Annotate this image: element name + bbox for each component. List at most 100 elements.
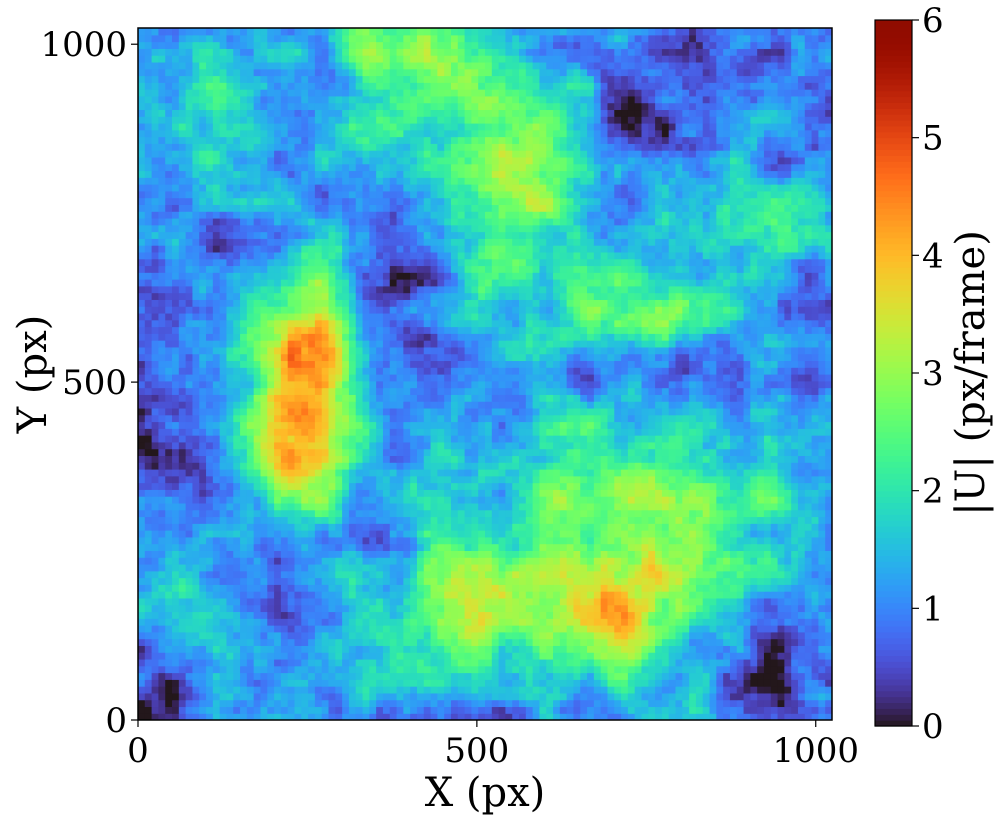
heatmap-cell [641, 699, 649, 708]
heatmap-cell [144, 557, 153, 565]
heatmap-cell [144, 441, 153, 450]
heatmap-cell [709, 401, 717, 409]
heatmap-cell [423, 638, 432, 646]
heatmap-cell [743, 468, 751, 477]
heatmap-cell [178, 421, 187, 429]
heatmap-cell [512, 536, 520, 545]
heatmap-cell [355, 543, 364, 551]
heatmap-cell [709, 665, 717, 674]
heatmap-cell [512, 699, 520, 708]
heatmap-cell [729, 638, 738, 646]
heatmap-cell [206, 625, 214, 633]
heatmap-cell [376, 421, 384, 429]
heatmap-cell [750, 455, 758, 463]
heatmap-cell [178, 509, 187, 518]
heatmap-cell [668, 462, 677, 470]
heatmap-cell [430, 604, 438, 613]
heatmap-cell [376, 475, 384, 484]
heatmap-cell [641, 618, 649, 626]
heatmap-cell [335, 686, 343, 694]
heatmap-cell [471, 584, 479, 592]
heatmap-cell [559, 597, 568, 606]
heatmap-cell [621, 672, 629, 680]
heatmap-cell [362, 557, 370, 565]
heatmap-cell [321, 394, 330, 402]
heatmap-cell [532, 550, 541, 558]
heatmap-cell [797, 387, 806, 395]
heatmap-cell [505, 441, 513, 450]
heatmap-cell [138, 597, 146, 606]
heatmap-cell [491, 645, 500, 653]
heatmap-cell [770, 672, 779, 680]
heatmap-cell [553, 631, 561, 640]
heatmap-cell [675, 496, 683, 504]
heatmap-cell [539, 665, 547, 674]
heatmap-cell [457, 557, 466, 565]
heatmap-cell [158, 584, 166, 592]
heatmap-cell [294, 604, 302, 613]
heatmap-cell [675, 618, 683, 626]
heatmap-cell [328, 509, 336, 518]
heatmap-cell [546, 686, 554, 694]
heatmap-cell [348, 543, 357, 551]
heatmap-cell [287, 611, 296, 619]
heatmap-cell [430, 706, 438, 714]
heatmap-cell [573, 631, 581, 640]
heatmap-cell [172, 523, 180, 531]
heatmap-cell [804, 462, 813, 470]
heatmap-cell [709, 557, 717, 565]
heatmap-cell [566, 597, 575, 606]
heatmap-cell [471, 482, 479, 490]
heatmap-cell [396, 658, 404, 667]
heatmap-cell [457, 631, 466, 640]
heatmap-cell [566, 638, 575, 646]
heatmap-cell [627, 414, 636, 423]
heatmap-cell [382, 672, 391, 680]
heatmap-cell [736, 618, 745, 626]
heatmap-cell [233, 699, 241, 708]
heatmap-cell [736, 475, 745, 484]
heatmap-cell [723, 706, 731, 714]
heatmap-cell [362, 475, 370, 484]
heatmap-cell [403, 597, 411, 606]
heatmap-cell [723, 652, 731, 660]
heatmap-cell [811, 496, 819, 504]
heatmap-cell [648, 645, 656, 653]
heatmap-cell [335, 502, 343, 511]
heatmap-cell [655, 435, 663, 443]
heatmap-cell [532, 421, 541, 429]
heatmap-cell [512, 448, 520, 457]
heatmap-cell [825, 597, 832, 606]
heatmap-cell [430, 679, 438, 687]
heatmap-cell [682, 462, 690, 470]
heatmap-cell [607, 618, 615, 626]
heatmap-cell [491, 462, 500, 470]
heatmap-cell [335, 448, 343, 457]
heatmap-cell [716, 523, 724, 531]
heatmap-cell [328, 523, 336, 531]
heatmap-cell [818, 577, 826, 585]
heatmap-cell [559, 611, 568, 619]
heatmap-cell [376, 502, 384, 511]
heatmap-cell [403, 536, 411, 545]
heatmap-cell [287, 631, 296, 640]
heatmap-cell [219, 523, 228, 531]
heatmap-cell [655, 699, 663, 708]
heatmap-cell [178, 679, 187, 687]
heatmap-cell [797, 428, 806, 436]
heatmap-cell [199, 645, 207, 653]
heatmap-cell [668, 401, 677, 409]
heatmap-cell [757, 543, 765, 551]
heatmap-cell [607, 686, 615, 694]
heatmap-cell [491, 550, 500, 558]
heatmap-cell [253, 570, 262, 579]
heatmap-cell [491, 597, 500, 606]
heatmap-cell [430, 441, 438, 450]
heatmap-cell [682, 563, 690, 572]
heatmap-cell [519, 713, 527, 720]
heatmap-cell [757, 557, 765, 565]
heatmap-cell [314, 496, 323, 504]
heatmap-cell [274, 475, 282, 484]
heatmap-cell [206, 713, 214, 720]
heatmap-cell [661, 631, 670, 640]
